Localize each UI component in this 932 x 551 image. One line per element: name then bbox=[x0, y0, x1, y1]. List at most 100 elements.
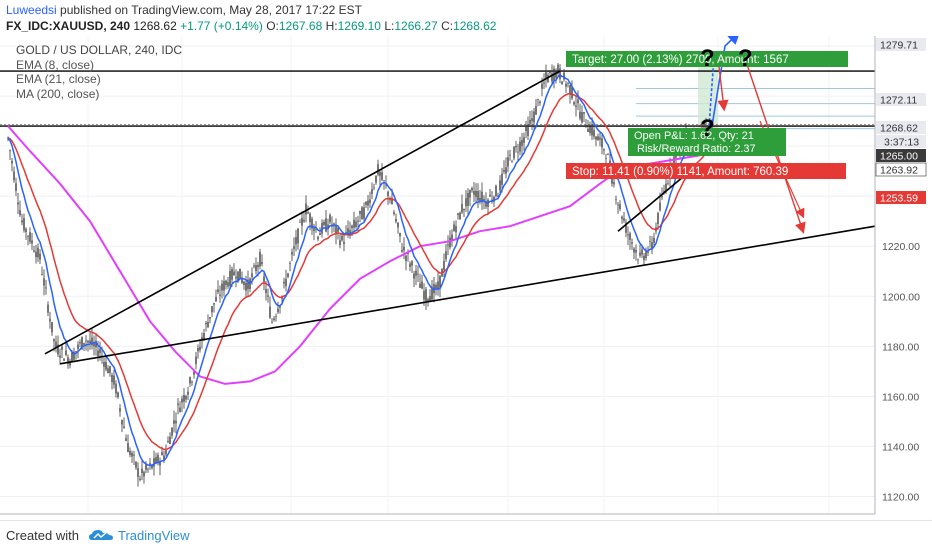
candle-body bbox=[97, 350, 99, 357]
candle-body bbox=[585, 126, 587, 128]
candle-body bbox=[621, 216, 623, 219]
candle-body bbox=[263, 276, 265, 282]
candle-body bbox=[219, 294, 221, 296]
low-label: L: bbox=[384, 19, 395, 33]
candle-body bbox=[499, 180, 501, 191]
candle-body bbox=[597, 136, 599, 141]
candle-body bbox=[517, 151, 519, 153]
target-box[interactable]: Target: 27.00 (2.13%) 2700, Amount: 1567 bbox=[566, 51, 848, 67]
candle-body bbox=[429, 296, 431, 302]
candle-body bbox=[129, 450, 131, 455]
candle-body bbox=[631, 242, 633, 244]
candle-body bbox=[325, 218, 327, 232]
candle-body bbox=[379, 171, 381, 176]
created-with-label: Created with bbox=[6, 528, 79, 543]
candle-body bbox=[91, 337, 93, 346]
candle-body bbox=[459, 212, 461, 220]
candle-body bbox=[169, 436, 171, 445]
candle-body bbox=[437, 281, 439, 290]
candle-body bbox=[467, 192, 469, 206]
price-tag-3: 1268.62 bbox=[876, 121, 926, 135]
candle-body bbox=[109, 366, 111, 373]
candle-body bbox=[161, 452, 163, 456]
candle-body bbox=[45, 287, 47, 289]
candle-body bbox=[171, 427, 173, 436]
y-tick-label: 1120.00 bbox=[882, 491, 919, 503]
candle-body bbox=[513, 147, 515, 159]
candle-body bbox=[87, 340, 89, 343]
tradingview-brand-link[interactable]: TradingView bbox=[118, 528, 190, 543]
candle-body bbox=[189, 377, 191, 384]
candle-body bbox=[85, 340, 87, 342]
candle-body bbox=[633, 248, 635, 253]
price-axis[interactable]: 1120.00 1140.00 1160.00 1180.00 1200.00 1220.… bbox=[874, 36, 927, 514]
candle-body bbox=[503, 169, 505, 172]
candle-body bbox=[321, 222, 323, 234]
candle-body bbox=[77, 344, 79, 349]
candle-body bbox=[217, 289, 219, 293]
candle-body bbox=[537, 99, 539, 101]
candle-body bbox=[83, 343, 85, 345]
price-tag-1: 1279.71 bbox=[876, 38, 926, 52]
trendline bbox=[617, 170, 691, 232]
candle-body bbox=[145, 464, 147, 470]
candle-body bbox=[401, 249, 403, 252]
candle-body bbox=[419, 283, 421, 288]
trendline bbox=[44, 70, 561, 355]
candle-body bbox=[123, 426, 125, 428]
tradingview-cloud-icon bbox=[89, 530, 113, 540]
low-value: 1266.27 bbox=[394, 19, 438, 33]
candle-body bbox=[157, 454, 159, 464]
price-tag-2: 1272.11 bbox=[876, 93, 926, 107]
candle-body bbox=[353, 219, 355, 228]
candle-body bbox=[485, 201, 487, 207]
candle-body bbox=[357, 220, 359, 222]
candle-body bbox=[637, 259, 639, 261]
candle-body bbox=[625, 222, 627, 233]
candle-body bbox=[709, 125, 711, 128]
candle-body bbox=[505, 167, 507, 174]
candle-body bbox=[209, 316, 211, 319]
candle-body bbox=[557, 64, 559, 74]
candle-body bbox=[483, 198, 485, 201]
candle-body bbox=[639, 252, 641, 256]
trendlines[interactable] bbox=[44, 70, 876, 365]
candle-body bbox=[29, 232, 31, 242]
target-label: Target: 27.00 (2.13%) 2700, Amount: 1567 bbox=[572, 54, 789, 66]
svg-text:1265.00: 1265.00 bbox=[880, 151, 918, 163]
candle-body bbox=[251, 273, 253, 278]
candle-body bbox=[199, 346, 201, 351]
candle-body bbox=[471, 187, 473, 191]
candle-body bbox=[159, 460, 161, 466]
candle-body bbox=[137, 468, 139, 477]
price-chart[interactable]: Target: 27.00 (2.13%) 2700, Amount: 1567… bbox=[0, 36, 932, 520]
candle-body bbox=[223, 281, 225, 291]
candle-body bbox=[307, 212, 309, 214]
candle-body bbox=[67, 357, 69, 364]
candle-body bbox=[121, 420, 123, 425]
author-link[interactable]: Luweedsi bbox=[6, 3, 57, 17]
open-pl-label: Open P&L: 1.62, Qty: 21 bbox=[634, 130, 754, 142]
candle-body bbox=[367, 200, 369, 206]
candle-body bbox=[563, 72, 565, 80]
countdown-tag: 3:37:13 bbox=[876, 135, 926, 149]
candle-body bbox=[291, 252, 293, 255]
stop-box[interactable]: Stop: 11.41 (0.90%) 1141, Amount: 760.39 bbox=[566, 163, 846, 179]
candle-body bbox=[359, 210, 361, 214]
candle-body bbox=[19, 210, 21, 216]
candle-body bbox=[369, 199, 371, 203]
candle-body bbox=[57, 344, 59, 355]
candle-body bbox=[317, 236, 319, 240]
candle-body bbox=[409, 263, 411, 267]
candles bbox=[7, 62, 713, 487]
candle-body bbox=[225, 280, 227, 285]
pnl-box[interactable]: Open P&L: 1.62, Qty: 21 Risk/Reward Rati… bbox=[628, 128, 786, 156]
time-axis[interactable]: Dec2017FebMarAprMayJunJul bbox=[0, 513, 875, 520]
candle-body bbox=[497, 195, 499, 197]
candle-body bbox=[495, 185, 497, 197]
candle-body bbox=[365, 201, 367, 205]
candle-body bbox=[435, 284, 437, 290]
candle-body bbox=[125, 438, 127, 441]
candle-body bbox=[119, 408, 121, 412]
candle-body bbox=[673, 156, 675, 165]
